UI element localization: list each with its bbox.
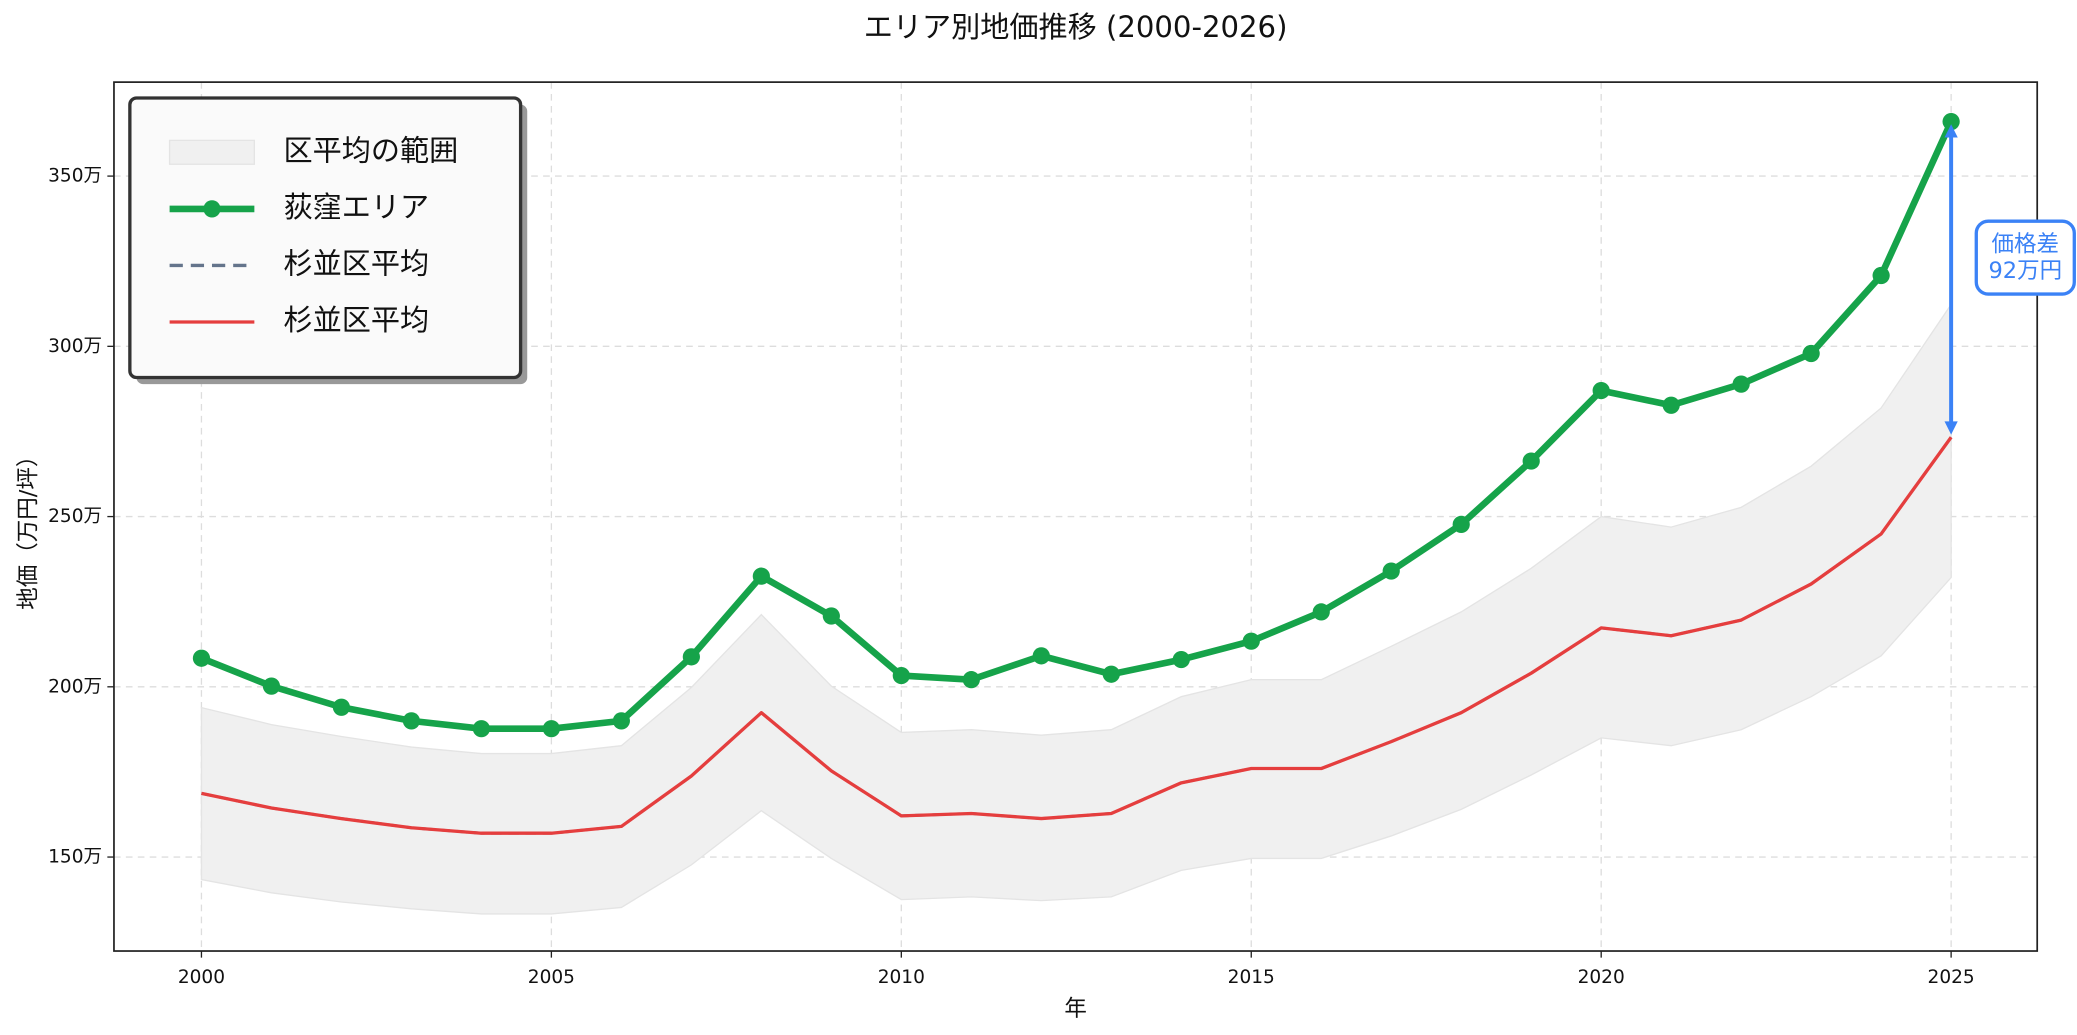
x-tick-label: 2000 xyxy=(178,967,225,988)
data-point xyxy=(962,671,980,689)
data-point xyxy=(892,666,910,685)
series-line xyxy=(200,120,1955,733)
data-point xyxy=(682,648,700,666)
y-tick-label: 200万 xyxy=(48,676,102,697)
y-tick-label: 250万 xyxy=(48,506,102,527)
chart-title: エリア別地価推移 (2000-2026) xyxy=(864,10,1288,44)
data-point xyxy=(822,607,840,625)
arrow-head xyxy=(1944,421,1958,435)
legend-swatch xyxy=(168,139,256,165)
data-point xyxy=(1452,515,1470,534)
data-point xyxy=(1102,665,1120,683)
annotation-box xyxy=(1974,219,2076,296)
annotation-text: 価格差 xyxy=(1992,232,2060,258)
legend-label: 区平均の範囲 xyxy=(284,133,459,167)
arrow-head xyxy=(1944,124,1958,138)
data-point xyxy=(1732,375,1750,393)
legend-box xyxy=(128,96,523,380)
data-point xyxy=(1522,452,1540,470)
data-point xyxy=(262,677,281,695)
x-axis-label: 年 xyxy=(1064,996,1087,1022)
data-point xyxy=(402,712,421,730)
data-point xyxy=(1802,344,1820,363)
legend-label: 杉並区平均 xyxy=(284,246,430,280)
data-point xyxy=(752,567,770,585)
data-point xyxy=(472,720,491,738)
x-tick-label: 2020 xyxy=(1578,967,1625,988)
data-point xyxy=(1662,396,1680,414)
data-point xyxy=(542,720,560,738)
data-point xyxy=(1312,603,1330,621)
data-point xyxy=(1242,632,1260,650)
data-point xyxy=(332,698,351,716)
data-point xyxy=(1382,562,1400,580)
series-line xyxy=(201,436,1953,835)
y-tick-label: 150万 xyxy=(48,847,102,868)
data-point xyxy=(192,649,211,667)
data-point xyxy=(1942,113,1960,131)
x-tick-label: 2005 xyxy=(528,967,575,988)
x-tick-label: 2010 xyxy=(878,967,925,988)
legend-marker xyxy=(203,200,221,218)
range-band xyxy=(200,302,1952,915)
annotation-text: 92万円 xyxy=(1988,258,2062,284)
data-point xyxy=(1172,650,1190,669)
y-tick-label: 350万 xyxy=(48,166,102,187)
plot-frame xyxy=(113,81,2039,952)
y-axis-label: 地価（万円/坪） xyxy=(16,445,42,610)
data-point xyxy=(1872,266,1890,285)
legend-label: 杉並区平均 xyxy=(284,303,430,337)
x-tick-label: 2025 xyxy=(1928,967,1975,988)
data-point xyxy=(1592,381,1610,400)
x-tick-label: 2015 xyxy=(1228,967,1275,988)
legend-label: 荻窪エリア xyxy=(284,190,430,224)
y-tick-label: 300万 xyxy=(48,336,102,357)
data-point xyxy=(1032,647,1050,665)
data-point xyxy=(612,712,630,730)
